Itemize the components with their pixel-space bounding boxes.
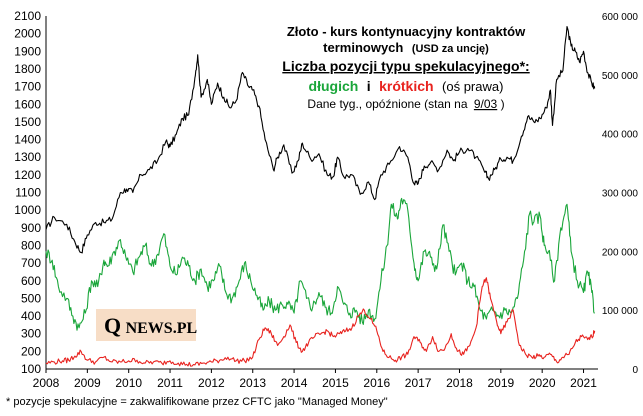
legend-axis-note: (oś prawa)	[442, 79, 503, 94]
logo-text: Q NEWS.PL	[104, 313, 197, 338]
y-left-tick-label: 700	[21, 256, 41, 270]
y-right-tick-label: 0	[632, 365, 638, 376]
x-tick-label: 2016	[363, 376, 390, 390]
x-tick-label: 2013	[239, 376, 266, 390]
y-right-tick-label: 500 000	[602, 71, 639, 82]
x-axis-ticks: 2008 2009 2010 2011 2012 2013 2014 2015 2016 2017…	[33, 369, 597, 390]
long-positions-line	[45, 197, 595, 331]
data-date: 9/03	[474, 97, 498, 111]
chart-title: Złoto - kurs kontynuacyjny kontraktów te…	[282, 24, 529, 111]
legend-short-label: krótkich	[379, 78, 433, 94]
x-tick-label: 2020	[529, 376, 556, 390]
y-left-tick-label: 400	[21, 309, 41, 323]
title-line-2-unit: (USD za uncję)	[412, 43, 489, 55]
x-tick-label: 2011	[157, 376, 183, 390]
y-left-tick-label: 600	[21, 274, 41, 288]
y-left-tick-label: 2000	[14, 27, 41, 41]
y-left-tick-label: 1200	[14, 168, 41, 182]
data-note: Dane tyg., opóźnione (stan na	[307, 97, 467, 111]
title-line-1: Złoto - kurs kontynuacyjny kontraktów	[287, 24, 526, 39]
x-tick-label: 2021	[570, 376, 597, 390]
y-left-tick-label: 1300	[14, 150, 41, 164]
title-line-2-main: terminowych	[323, 40, 403, 55]
x-tick-label: 2010	[115, 376, 142, 390]
footnote: * pozycje spekulacyjne = zakwalifikowane…	[6, 396, 388, 408]
y-left-tick-label: 1900	[14, 44, 41, 58]
y-left-tick-label: 800	[21, 238, 41, 252]
y-left-tick-label: 1400	[14, 133, 41, 147]
short-positions-line	[45, 277, 596, 367]
y-left-tick-label: 1600	[14, 97, 41, 111]
y-right-tick-label: 600 000	[602, 12, 639, 23]
title-line-3: Liczba pozycji typu spekulacyjnego*:	[282, 58, 529, 74]
logo-background	[96, 309, 196, 341]
y-left-tick-label: 1500	[14, 115, 41, 129]
x-tick-label: 2014	[281, 376, 308, 390]
y-left-tick-label: 2100	[14, 9, 41, 23]
title-line-5: Dane tyg., opóźnione (stan na 9/03 )	[307, 97, 504, 111]
title-line-2: terminowych (USD za uncję)	[323, 39, 489, 56]
y-right-tick-label: 200 000	[602, 247, 639, 258]
right-axis-ticks: 0 100 000 200 000 300 000 400 000 500 000 600 …	[602, 12, 639, 376]
series-layer	[45, 26, 596, 367]
y-left-tick-label: 1700	[14, 80, 41, 94]
y-right-tick-label: 300 000	[602, 189, 639, 200]
gold-price-line	[45, 26, 596, 254]
y-left-tick-label: 1800	[14, 62, 41, 76]
x-tick-label: 2008	[33, 376, 60, 390]
y-left-tick-label: 900	[21, 221, 41, 235]
x-tick-label: 2017	[405, 376, 432, 390]
x-tick-label: 2019	[487, 376, 514, 390]
legend-long-label: długich	[309, 78, 359, 94]
y-left-tick-label: 1100	[15, 186, 41, 200]
y-left-tick-label: 500	[21, 291, 41, 305]
y-right-tick-label: 400 000	[602, 130, 639, 141]
y-left-tick-label: 1000	[14, 203, 41, 217]
title-line-4: długich i krótkich (oś prawa)	[309, 78, 504, 95]
y-left-tick-label: 200	[21, 344, 41, 358]
y-left-tick-label: 300	[21, 327, 41, 341]
x-tick-label: 2009	[74, 376, 101, 390]
x-tick-label: 2015	[322, 376, 349, 390]
y-left-tick-label: 100	[21, 362, 41, 376]
qnews-logo: Q NEWS.PL	[96, 309, 197, 341]
data-note-close: )	[501, 97, 505, 111]
left-axis-ticks: 100 200 300 400 500 600 700 800 900 1000 1100 1200 1…	[14, 9, 41, 376]
y-right-tick-label: 100 000	[602, 306, 639, 317]
x-tick-label: 2012	[198, 376, 225, 390]
x-tick-label: 2018	[446, 376, 473, 390]
legend-and-label: i	[367, 78, 371, 94]
